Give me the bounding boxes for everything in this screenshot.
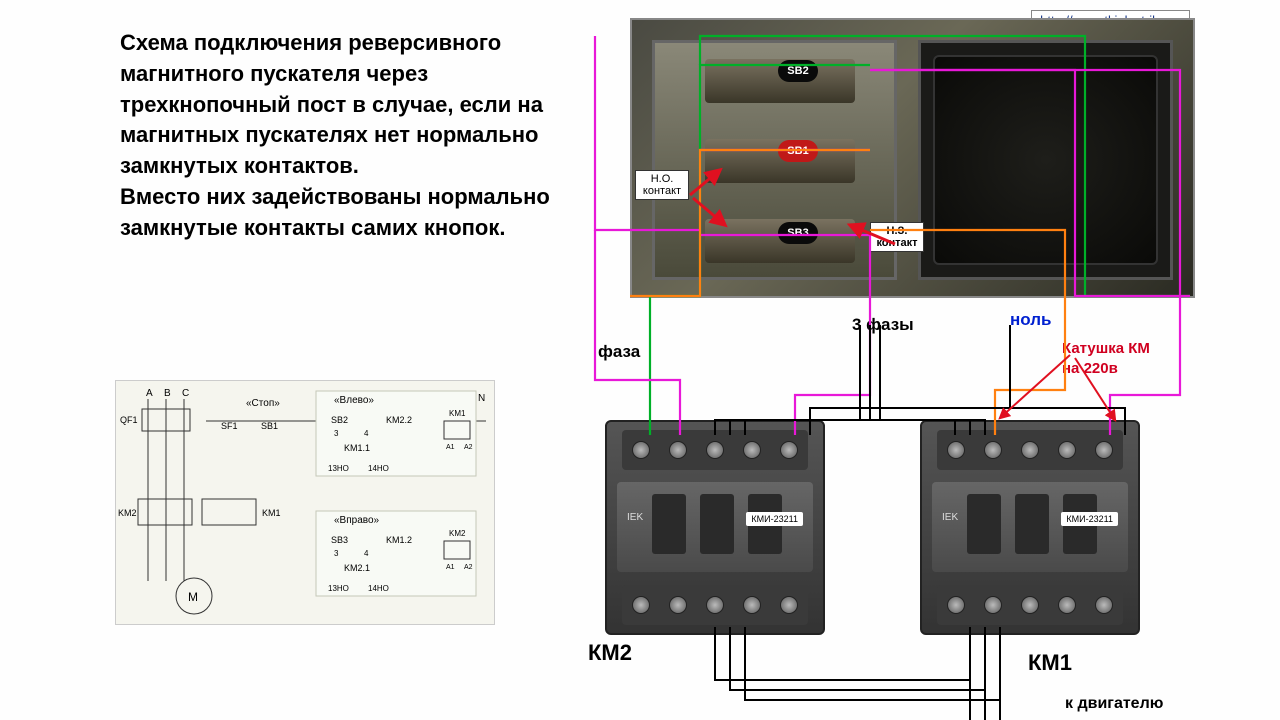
photo-pushbutton-station xyxy=(630,18,1195,298)
photo-terminal-panel xyxy=(652,40,897,280)
svg-text:14НО: 14НО xyxy=(368,464,389,473)
svg-text:«Влево»: «Влево» xyxy=(334,395,374,406)
label-coil-line2: на 220в xyxy=(1062,360,1118,377)
label-sb2: SB2 xyxy=(778,60,818,82)
svg-text:N: N xyxy=(478,393,485,404)
svg-text:KM1.1: KM1.1 xyxy=(344,443,370,453)
svg-text:14НО: 14НО xyxy=(368,584,389,593)
svg-text:KM1.2: KM1.2 xyxy=(386,535,412,545)
contactor-bottom-terminals xyxy=(937,585,1123,625)
svg-text:C: C xyxy=(182,388,189,399)
label-km1: КМ1 xyxy=(1028,650,1072,676)
label-sb1: SB1 xyxy=(778,140,818,162)
contactor-km1: IEK КМИ-23211 xyxy=(920,420,1140,635)
svg-text:SB1: SB1 xyxy=(261,421,278,431)
svg-text:SF1: SF1 xyxy=(221,421,238,431)
label-to-motor: к двигателю xyxy=(1065,695,1163,713)
svg-text:A2: A2 xyxy=(464,564,473,571)
svg-text:SB2: SB2 xyxy=(331,415,348,425)
svg-text:3: 3 xyxy=(334,549,339,558)
svg-text:3: 3 xyxy=(334,429,339,438)
svg-text:М: М xyxy=(188,590,198,604)
svg-text:«Вправо»: «Вправо» xyxy=(334,515,380,526)
svg-text:KM1: KM1 xyxy=(262,508,281,518)
contactor-model: КМИ-23211 xyxy=(1061,512,1118,526)
svg-text:«Стоп»: «Стоп» xyxy=(246,398,280,409)
contactor-km2: IEK КМИ-23211 xyxy=(605,420,825,635)
main-description: Схема подключения реверсивного магнитног… xyxy=(120,28,580,244)
photo-enclosure-lid xyxy=(918,40,1173,280)
schematic-svg: ABC QF1 KM2 KM1 М «Стоп» SF1 SB1 N «Влев… xyxy=(116,381,496,626)
label-sb3: SB3 xyxy=(778,222,818,244)
label-km2: КМ2 xyxy=(588,640,632,666)
label-no-contact: Н.О. контакт xyxy=(635,170,689,200)
svg-text:4: 4 xyxy=(364,549,369,558)
svg-text:KM2: KM2 xyxy=(118,508,137,518)
schematic-diagram: ABC QF1 KM2 KM1 М «Стоп» SF1 SB1 N «Влев… xyxy=(115,380,495,625)
contactor-body xyxy=(617,482,813,572)
contactor-body xyxy=(932,482,1128,572)
label-coil-line1: Катушка КМ xyxy=(1062,340,1150,357)
contactor-top-terminals xyxy=(622,430,808,470)
svg-text:A1: A1 xyxy=(446,444,455,451)
svg-text:B: B xyxy=(164,388,171,399)
svg-text:13НО: 13НО xyxy=(328,584,349,593)
svg-text:A2: A2 xyxy=(464,444,473,451)
contactor-bottom-terminals xyxy=(622,585,808,625)
contactor-brand: IEK xyxy=(942,512,958,523)
svg-text:KM1: KM1 xyxy=(449,409,466,418)
svg-text:SB3: SB3 xyxy=(331,535,348,545)
svg-text:13НО: 13НО xyxy=(328,464,349,473)
svg-text:A1: A1 xyxy=(446,564,455,571)
svg-text:A: A xyxy=(146,388,153,399)
label-null: ноль xyxy=(1010,310,1051,330)
label-nc-contact: Н.З. контакт xyxy=(870,222,924,252)
contactor-model: КМИ-23211 xyxy=(746,512,803,526)
svg-text:QF1: QF1 xyxy=(120,415,138,425)
label-phase: фаза xyxy=(598,342,640,362)
svg-text:KM2: KM2 xyxy=(449,529,466,538)
svg-text:KM2.2: KM2.2 xyxy=(386,415,412,425)
contactor-brand: IEK xyxy=(627,512,643,523)
label-3phases: 3 фазы xyxy=(852,315,914,335)
svg-text:4: 4 xyxy=(364,429,369,438)
svg-text:KM2.1: KM2.1 xyxy=(344,563,370,573)
contactor-top-terminals xyxy=(937,430,1123,470)
